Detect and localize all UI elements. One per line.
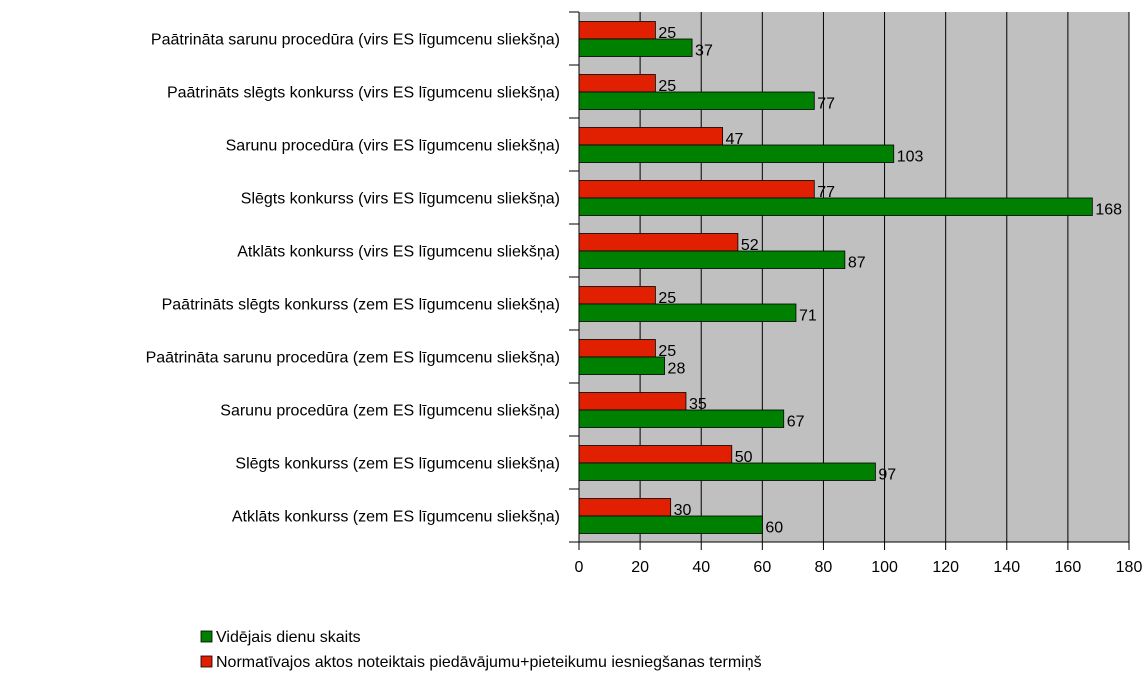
value-label: 168: [1095, 202, 1122, 219]
bar: [578, 91, 815, 110]
x-tick-label: 100: [871, 559, 898, 576]
y-tick-label: Paātrināta sarunu procedūra (virs ES līg…: [151, 32, 560, 49]
value-label: 28: [668, 361, 686, 378]
bar: [578, 303, 797, 322]
bar: [578, 180, 815, 199]
bar: [578, 445, 733, 464]
value-label: 25: [658, 78, 676, 95]
legend-label: Normatīvajos aktos noteiktais piedāvājum…: [216, 654, 762, 671]
x-tick-label: 160: [1055, 559, 1082, 576]
bar: [578, 286, 656, 305]
bar: [578, 233, 739, 252]
value-label: 37: [695, 43, 713, 60]
y-tick-label: Slēgts konkurss (zem ES līgumcenu sliekš…: [235, 456, 560, 473]
x-tick-label: 40: [692, 559, 710, 576]
y-tick-label: Sarunu procedūra (virs ES līgumcenu slie…: [226, 138, 560, 155]
y-tick-label: Slēgts konkurss (virs ES līgumcenu sliek…: [241, 191, 560, 208]
bar: [578, 515, 763, 534]
value-label: 25: [658, 25, 676, 42]
y-tick-label: Paātrināta sarunu procedūra (zem ES līgu…: [146, 350, 560, 367]
value-label: 71: [799, 308, 817, 325]
bar: [578, 74, 656, 93]
x-tick-label: 180: [1116, 559, 1143, 576]
bar: [578, 392, 687, 411]
value-label: 52: [741, 237, 759, 254]
x-tick-label: 60: [753, 559, 771, 576]
bar: [578, 21, 656, 40]
y-tick-label: Paātrināts slēgts konkurss (zem ES līgum…: [162, 297, 560, 314]
x-tick-label: 140: [993, 559, 1020, 576]
y-tick-label: Sarunu procedūra (zem ES līgumcenu sliek…: [220, 403, 560, 420]
y-tick-label: Paātrināts slēgts konkurss (virs ES līgu…: [167, 85, 560, 102]
value-label: 25: [658, 343, 676, 360]
legend-swatch: [200, 655, 213, 668]
value-label: 103: [897, 149, 924, 166]
bar: [578, 498, 672, 517]
value-label: 77: [817, 96, 835, 113]
value-label: 47: [726, 131, 744, 148]
value-label: 87: [848, 255, 866, 272]
value-label: 50: [735, 449, 753, 466]
value-label: 60: [765, 520, 783, 537]
bar: [578, 38, 693, 57]
value-label: 25: [658, 290, 676, 307]
bar: [578, 144, 895, 163]
value-label: 77: [817, 184, 835, 201]
x-tick-label: 0: [575, 559, 584, 576]
value-label: 67: [787, 414, 805, 431]
x-tick-label: 20: [631, 559, 649, 576]
bar: [578, 127, 724, 146]
bar: [578, 197, 1093, 216]
legend-label: Vidējais dienu skaits: [216, 629, 361, 646]
value-label: 35: [689, 396, 707, 413]
x-tick-label: 80: [815, 559, 833, 576]
bar: [578, 356, 665, 375]
bar: [578, 409, 785, 428]
y-tick-label: Atklāts konkurss (virs ES līgumcenu slie…: [237, 244, 560, 261]
value-label: 30: [674, 502, 692, 519]
value-label: 97: [878, 467, 896, 484]
legend-swatch: [200, 630, 213, 643]
bar: [578, 462, 876, 481]
bar: [578, 339, 656, 358]
x-tick-label: 120: [932, 559, 959, 576]
bar: [578, 250, 846, 269]
y-tick-label: Atklāts konkurss (zem ES līgumcenu sliek…: [232, 509, 560, 526]
